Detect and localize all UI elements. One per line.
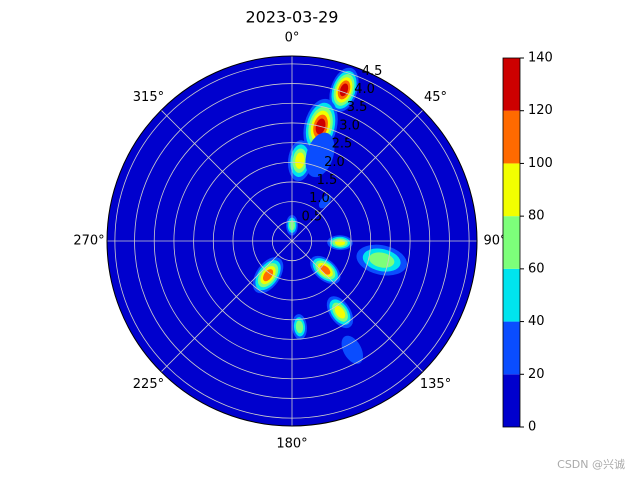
colorbar-tick-label: 20 bbox=[528, 367, 545, 382]
colorbar-tick-label: 100 bbox=[528, 156, 553, 171]
contour-blob bbox=[295, 152, 305, 169]
r-tick-label: 3.5 bbox=[347, 100, 368, 115]
overlay: 0.5 1.0 1.5 2.0 2.5 3.0 3.5 4.0 4.5 0° 45° 90° 135° 1… bbox=[73, 31, 552, 452]
contour-blob bbox=[341, 335, 364, 364]
theta-grid-line bbox=[291, 240, 424, 373]
r-tick-label: 1.5 bbox=[317, 173, 338, 188]
theta-tick-label: 0° bbox=[285, 31, 300, 46]
theta-tick-label: 90° bbox=[483, 234, 506, 249]
theta-tick-label: 315° bbox=[133, 90, 164, 105]
chart-title: 2023-03-29 bbox=[246, 8, 339, 27]
polar-frame bbox=[106, 55, 478, 427]
r-tick-label: 2.0 bbox=[324, 155, 345, 170]
colorbar-tick-label: 40 bbox=[528, 314, 545, 329]
colorbar-tick-label: 140 bbox=[528, 51, 553, 66]
r-tick-label: 4.0 bbox=[354, 82, 375, 97]
theta-tick-label: 135° bbox=[420, 377, 451, 392]
theta-tick-label: 45° bbox=[424, 90, 447, 105]
colorbar-band bbox=[503, 374, 520, 427]
r-tick-label: 2.5 bbox=[332, 137, 353, 152]
theta-tick-label: 225° bbox=[133, 377, 164, 392]
colorbar-band bbox=[503, 163, 520, 217]
colorbar-band bbox=[503, 268, 520, 322]
r-tick-label: 0.5 bbox=[302, 209, 323, 224]
colorbar-tick-label: 0 bbox=[528, 420, 536, 435]
contour-blob bbox=[334, 305, 346, 319]
theta-grid-line bbox=[160, 240, 293, 373]
theta-grid-line bbox=[291, 109, 424, 242]
contour-blob bbox=[262, 269, 274, 282]
colorbar-tick-label: 120 bbox=[528, 103, 553, 118]
theta-grid-line bbox=[160, 109, 293, 242]
r-tick-label: 4.5 bbox=[362, 64, 383, 79]
colorbar-frame bbox=[502, 57, 521, 428]
theta-tick-label: 270° bbox=[73, 234, 104, 249]
r-tick-label: 1.0 bbox=[309, 191, 330, 206]
watermark: CSDN @兴诚 bbox=[557, 458, 625, 471]
r-tick-label: 3.0 bbox=[339, 118, 360, 133]
colorbar-band bbox=[503, 216, 520, 269]
colorbar-band bbox=[503, 58, 520, 111]
theta-tick-label: 180° bbox=[276, 437, 307, 452]
colorbar-band bbox=[503, 321, 520, 375]
colorbar-tick-label: 60 bbox=[528, 261, 545, 276]
colorbar-tick-label: 80 bbox=[528, 209, 545, 224]
contour-blob bbox=[295, 320, 304, 334]
colorbar-band bbox=[503, 110, 520, 164]
contour-blob bbox=[305, 132, 335, 178]
